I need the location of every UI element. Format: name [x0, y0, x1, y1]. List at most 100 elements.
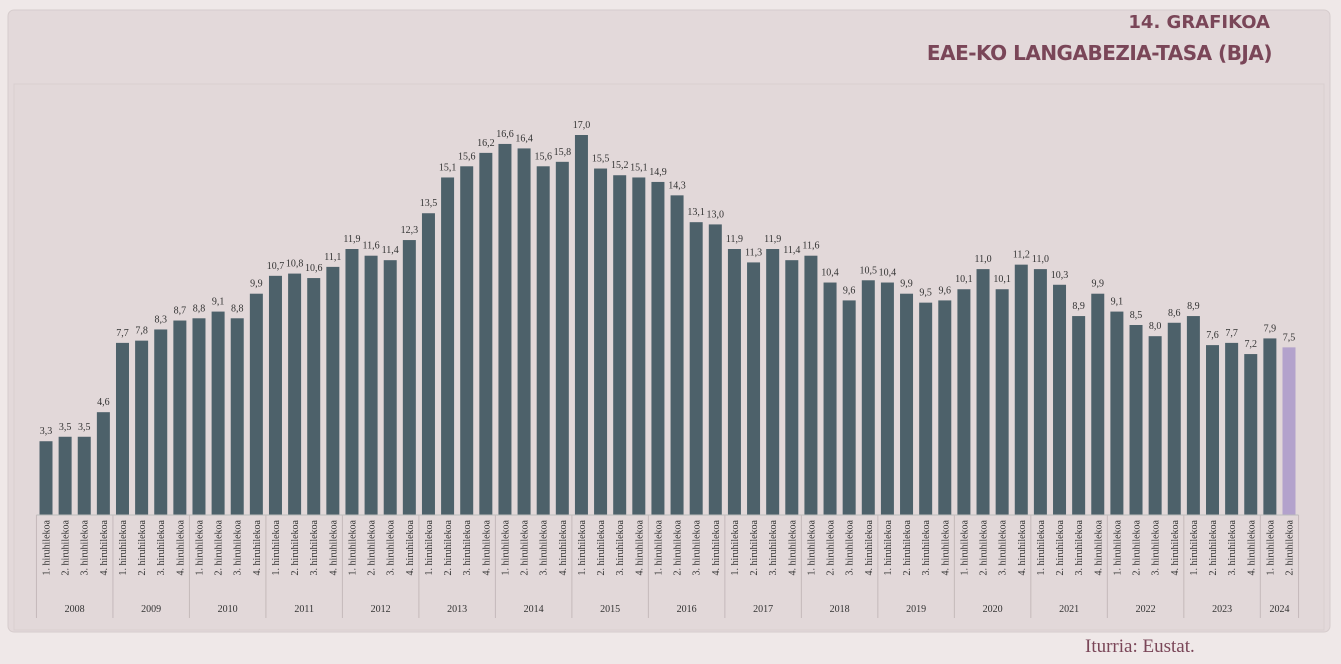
value-label: 7,9 — [1264, 323, 1277, 334]
x-tick-label: 3. hiruhilekoa — [462, 519, 473, 575]
bar — [1014, 264, 1028, 515]
bar — [383, 260, 397, 515]
value-label: 9,6 — [843, 285, 856, 296]
value-label: 11,9 — [764, 234, 781, 245]
year-label: 2024 — [1269, 604, 1289, 615]
value-label: 12,3 — [401, 225, 419, 236]
bar — [268, 275, 282, 515]
bar — [307, 278, 321, 515]
bar — [651, 181, 665, 516]
value-label: 16,6 — [496, 129, 514, 140]
value-label: 11,6 — [363, 241, 380, 252]
year-label: 2012 — [371, 604, 391, 615]
bar — [1206, 345, 1220, 515]
year-label: 2016 — [677, 604, 697, 615]
x-tick-label: 4. hiruhilekoa — [252, 519, 263, 575]
year-label: 2023 — [1212, 604, 1232, 615]
x-tick-label: 1. hiruhilekoa — [347, 519, 358, 575]
value-label: 11,6 — [802, 241, 819, 252]
x-tick-label: 1. hiruhilekoa — [959, 519, 970, 575]
x-tick-label: 3. hiruhilekoa — [768, 519, 779, 575]
bar — [1186, 316, 1200, 515]
bar — [1053, 284, 1067, 515]
bar — [976, 269, 990, 515]
x-tick-label: 3. hiruhilekoa — [1151, 519, 1162, 575]
x-tick-label: 1. hiruhilekoa — [1189, 519, 1200, 575]
bar — [77, 436, 91, 515]
x-tick-label: 4. hiruhilekoa — [558, 519, 569, 575]
value-label: 8,7 — [174, 306, 187, 317]
x-tick-label: 4. hiruhilekoa — [711, 519, 722, 575]
bar — [536, 166, 550, 515]
year-label: 2009 — [141, 604, 161, 615]
bar — [498, 143, 512, 516]
value-label: 8,6 — [1168, 308, 1181, 319]
x-tick-label: 1. hiruhilekoa — [1112, 519, 1123, 575]
value-label: 9,1 — [1111, 297, 1124, 308]
value-label: 10,4 — [821, 268, 839, 279]
bar — [364, 255, 378, 516]
bar — [135, 340, 149, 515]
x-tick-label: 2. hiruhilekoa — [1132, 519, 1143, 575]
x-tick-label: 1. hiruhilekoa — [730, 519, 741, 575]
bar — [632, 177, 646, 515]
value-label: 11,0 — [974, 254, 991, 265]
x-tick-label: 2. hiruhilekoa — [826, 519, 837, 575]
value-label: 8,3 — [154, 314, 167, 325]
value-label: 11,1 — [324, 252, 341, 263]
x-tick-label: 3. hiruhilekoa — [921, 519, 932, 575]
source: Iturria: Eustat. — [1085, 636, 1195, 657]
value-label: 15,8 — [554, 147, 572, 158]
x-tick-label: 4. hiruhilekoa — [1246, 519, 1257, 575]
bar — [96, 412, 110, 515]
year-label: 2010 — [218, 604, 238, 615]
year-label: 2014 — [524, 604, 544, 615]
year-label: 2017 — [753, 604, 773, 615]
x-tick-label: 4. hiruhilekoa — [787, 519, 798, 575]
bar — [804, 255, 818, 516]
bar — [230, 318, 244, 515]
bar — [1091, 293, 1105, 515]
x-tick-label: 2. hiruhilekoa — [1285, 519, 1296, 575]
value-label: 7,2 — [1245, 339, 1258, 350]
value-label: 4,6 — [97, 397, 110, 408]
x-tick-label: 1. hiruhilekoa — [271, 519, 282, 575]
x-tick-label: 1. hiruhilekoa — [118, 519, 129, 575]
x-tick-label: 4. hiruhilekoa — [1017, 519, 1028, 575]
x-tick-label: 1. hiruhilekoa — [424, 519, 435, 575]
bar — [288, 273, 302, 515]
x-tick-label: 4. hiruhilekoa — [99, 519, 110, 575]
bar — [345, 249, 359, 515]
x-tick-label: 2. hiruhilekoa — [443, 519, 454, 575]
value-label: 7,7 — [1225, 328, 1238, 339]
value-label: 11,4 — [783, 245, 800, 256]
bar — [326, 266, 340, 515]
bar — [517, 148, 531, 516]
x-tick-label: 4. hiruhilekoa — [405, 519, 416, 575]
x-tick-label: 1. hiruhilekoa — [1265, 519, 1276, 575]
bar — [995, 289, 1009, 515]
x-tick-label: 1. hiruhilekoa — [42, 519, 53, 575]
x-tick-label: 1. hiruhilekoa — [883, 519, 894, 575]
x-tick-label: 2. hiruhilekoa — [214, 519, 225, 575]
value-label: 10,1 — [955, 274, 973, 285]
bar — [154, 329, 168, 515]
year-label: 2020 — [983, 604, 1003, 615]
x-tick-label: 2. hiruhilekoa — [673, 519, 684, 575]
x-tick-label: 1. hiruhilekoa — [500, 519, 511, 575]
bar — [441, 177, 455, 515]
bar — [249, 293, 263, 515]
bar — [555, 161, 569, 515]
x-tick-label: 2. hiruhilekoa — [520, 519, 531, 575]
value-label: 7,7 — [116, 328, 129, 339]
year-label: 2013 — [447, 604, 467, 615]
value-label: 9,6 — [939, 285, 952, 296]
bar — [115, 342, 129, 515]
year-label: 2011 — [294, 604, 314, 615]
value-label: 9,5 — [919, 288, 932, 299]
value-label: 11,3 — [745, 247, 762, 258]
value-label: 3,5 — [78, 422, 91, 433]
year-label: 2021 — [1059, 604, 1079, 615]
x-tick-label: 1. hiruhilekoa — [577, 519, 588, 575]
x-tick-label: 3. hiruhilekoa — [692, 519, 703, 575]
